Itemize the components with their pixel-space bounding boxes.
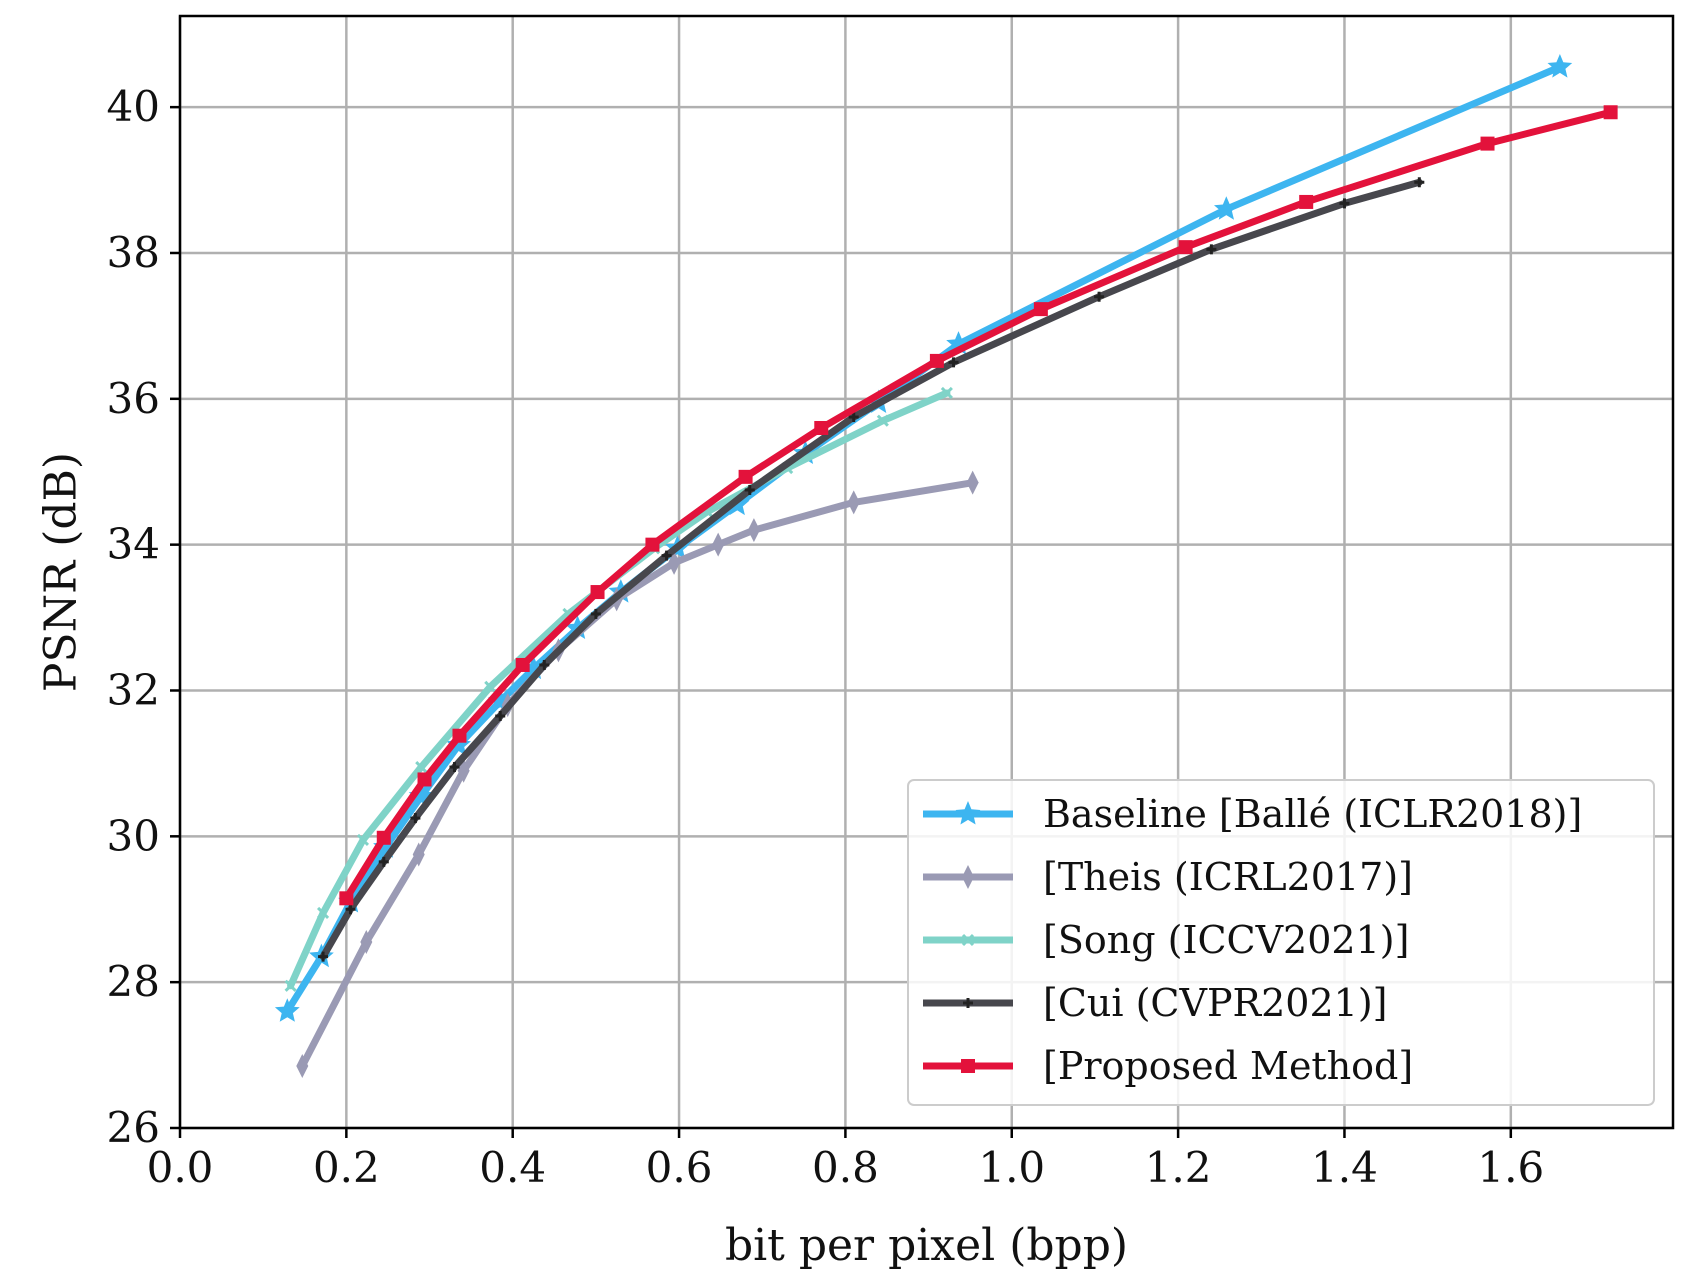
legend-item: [Cui (CVPR2021)] bbox=[923, 981, 1388, 1025]
data-point-square bbox=[961, 1059, 975, 1073]
y-tick-label: 28 bbox=[107, 957, 160, 1006]
data-point-square bbox=[590, 585, 605, 600]
legend-label: [Theis (ICRL2017)] bbox=[1043, 855, 1413, 899]
y-tick-label: 38 bbox=[107, 228, 160, 277]
series-line bbox=[319, 178, 1423, 961]
data-point-diamond bbox=[966, 470, 979, 495]
data-point-diamond bbox=[296, 1054, 309, 1079]
y-axis-label: PSNR (dB) bbox=[35, 452, 86, 692]
x-tick-label: 0.8 bbox=[812, 1143, 879, 1192]
data-point-diamond bbox=[360, 930, 373, 955]
legend-item: [Song (ICCV2021)] bbox=[923, 918, 1409, 962]
data-point-diamond bbox=[747, 518, 760, 543]
data-point-square bbox=[1033, 302, 1048, 317]
x-tick-label: 1.6 bbox=[1477, 1143, 1544, 1192]
legend-item: [Theis (ICRL2017)] bbox=[923, 855, 1413, 899]
data-point-x bbox=[317, 906, 330, 919]
data-point-plus bbox=[539, 659, 550, 670]
x-axis-ticks: 0.0 0.2 0.4 0.6 0.8 1.0 1.2 1.4 1.6 bbox=[147, 1128, 1544, 1192]
data-point-star bbox=[1547, 54, 1573, 78]
y-tick-label: 32 bbox=[107, 665, 160, 714]
x-tick-label: 1.4 bbox=[1311, 1143, 1378, 1192]
y-tick-label: 34 bbox=[107, 520, 160, 569]
legend-label: [Song (ICCV2021)] bbox=[1043, 918, 1409, 962]
data-point-square bbox=[645, 537, 660, 552]
data-point-plus bbox=[410, 813, 421, 824]
data-point-x bbox=[940, 386, 953, 400]
x-tick-label: 1.0 bbox=[978, 1143, 1045, 1192]
y-axis-ticks: 26 28 30 32 34 36 38 40 bbox=[107, 82, 180, 1152]
data-point-square bbox=[376, 830, 391, 845]
legend-label: [Cui (CVPR2021)] bbox=[1043, 981, 1388, 1025]
data-point-plus bbox=[345, 904, 356, 915]
data-point-square bbox=[417, 772, 432, 787]
data-point-plus bbox=[1094, 291, 1105, 302]
data-point-square bbox=[515, 657, 530, 672]
y-tick-label: 26 bbox=[107, 1103, 160, 1152]
data-point-plus bbox=[963, 998, 973, 1008]
data-point-x bbox=[415, 760, 428, 774]
data-point-x bbox=[876, 414, 889, 427]
data-point-diamond bbox=[847, 490, 860, 515]
series-4 bbox=[339, 105, 1618, 906]
x-tick-label: 0.4 bbox=[479, 1143, 546, 1192]
data-point-square bbox=[452, 728, 467, 743]
data-point-plus bbox=[449, 762, 460, 773]
y-tick-label: 36 bbox=[107, 374, 160, 423]
data-point-square bbox=[1178, 240, 1193, 255]
data-point-diamond bbox=[412, 842, 425, 867]
x-tick-label: 0.2 bbox=[313, 1143, 380, 1192]
legend-item: [Proposed Method] bbox=[923, 1044, 1413, 1088]
data-point-plus bbox=[318, 951, 329, 962]
plot-frame bbox=[178, 14, 1675, 1130]
data-point-plus bbox=[1206, 244, 1217, 255]
y-tick-label: 30 bbox=[107, 811, 160, 860]
data-point-x bbox=[284, 979, 297, 992]
data-point-square bbox=[1603, 105, 1618, 120]
series-line bbox=[298, 479, 977, 1070]
data-point-plus bbox=[744, 484, 755, 495]
data-point-plus bbox=[1414, 177, 1425, 188]
data-point-diamond bbox=[712, 532, 725, 557]
data-point-star bbox=[1214, 196, 1239, 220]
x-tick-label: 0.6 bbox=[646, 1143, 713, 1192]
data-point-square bbox=[1480, 136, 1495, 151]
data-point-square bbox=[738, 469, 753, 484]
legend-label: Baseline [Ballé (ICLR2018)] bbox=[1043, 792, 1582, 836]
legend-label: [Proposed Method] bbox=[1043, 1044, 1413, 1088]
series-3 bbox=[318, 177, 1425, 962]
legend-item: Baseline [Ballé (ICLR2018)] bbox=[923, 792, 1582, 836]
data-point-plus bbox=[848, 412, 859, 423]
data-point-x bbox=[961, 933, 975, 947]
data-point-square bbox=[814, 420, 829, 435]
legend-box bbox=[907, 779, 1655, 1106]
x-axis-label: bit per pixel (bpp) bbox=[725, 1220, 1128, 1271]
data-point-plus bbox=[948, 357, 959, 368]
data-point-plus bbox=[590, 608, 601, 619]
x-tick-label: 1.2 bbox=[1145, 1143, 1212, 1192]
x-tick-label: 0.0 bbox=[147, 1143, 214, 1192]
data-point-plus bbox=[495, 711, 506, 722]
data-point-plus bbox=[378, 856, 389, 867]
y-tick-label: 40 bbox=[107, 82, 160, 131]
data-point-square bbox=[339, 891, 354, 906]
data-point-star bbox=[955, 801, 981, 825]
data-point-plus bbox=[1339, 198, 1350, 209]
data-point-plus bbox=[661, 550, 672, 561]
legend: Baseline [Ballé (ICLR2018)] [Theis (ICRL2… bbox=[907, 779, 1655, 1106]
data-point-diamond bbox=[962, 865, 974, 889]
data-point-x bbox=[484, 680, 497, 693]
series-layer bbox=[274, 54, 1618, 1079]
data-point-square bbox=[929, 353, 944, 368]
data-point-x bbox=[356, 833, 370, 847]
data-point-square bbox=[1299, 194, 1314, 209]
data-point-star bbox=[274, 998, 300, 1022]
